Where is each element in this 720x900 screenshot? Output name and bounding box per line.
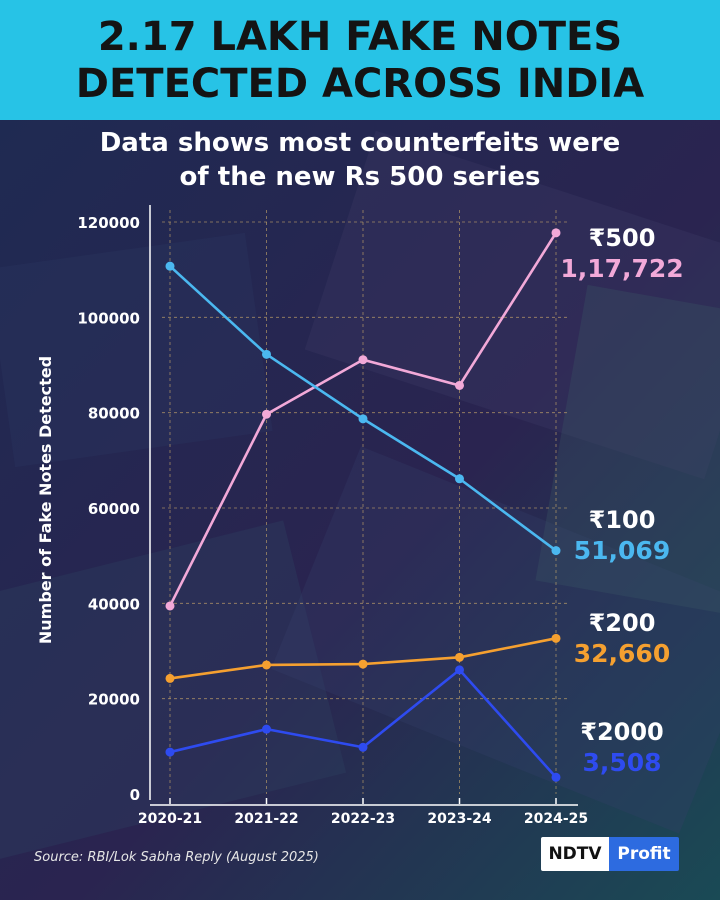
- data-point-rs2000: [358, 742, 368, 752]
- series-end-value-rs500: 1,17,722: [560, 254, 683, 283]
- data-point-rs100: [262, 349, 271, 359]
- data-point-rs500: [551, 228, 561, 238]
- series-name-rs2000: ₹2000: [580, 718, 664, 746]
- data-point-rs200: [358, 659, 368, 669]
- series-end-value-rs200: 32,660: [574, 639, 670, 668]
- data-point-rs500: [262, 409, 271, 419]
- data-point-rs2000: [455, 665, 464, 675]
- ndtv-profit-logo: NDTV Profit: [541, 837, 679, 871]
- logo-profit: Profit: [609, 837, 679, 871]
- y-axis-title: Number of Fake Notes Detected: [36, 356, 55, 644]
- source-note: Source: RBI/Lok Sabha Reply (August 2025…: [34, 850, 319, 865]
- series-name-rs200: ₹200: [589, 609, 656, 637]
- data-point-rs200: [551, 633, 561, 643]
- line-chart: 0 20000 40000 60000 80000 100000 120000 2020-21…: [36, 205, 684, 827]
- y-tick-label: 20000: [88, 691, 140, 709]
- data-point-rs500: [165, 601, 175, 611]
- y-tick-label: 0: [130, 786, 140, 804]
- headline: 2.17 LAKH FAKE NOTES DETECTED ACROSS IND…: [0, 14, 720, 108]
- data-point-rs500: [455, 380, 464, 390]
- y-tick-label: 60000: [88, 500, 140, 518]
- data-point-rs100: [455, 474, 464, 484]
- series-name-rs500: ₹500: [589, 224, 656, 252]
- subheadline-line-2: of the new Rs 500 series: [179, 162, 541, 192]
- data-point-rs200: [165, 673, 175, 683]
- series-end-value-rs2000: 3,508: [582, 748, 661, 777]
- y-tick-label: 100000: [77, 309, 140, 327]
- subheadline-line-1: Data shows most counterfeits were: [99, 128, 621, 158]
- headline-line-2: DETECTED ACROSS INDIA: [75, 61, 645, 107]
- data-point-rs2000: [262, 724, 271, 734]
- series-end-value-rs100: 51,069: [574, 536, 670, 565]
- data-point-rs500: [358, 355, 368, 365]
- data-point-rs200: [262, 660, 271, 670]
- data-point-rs2000: [165, 747, 175, 757]
- logo-ndtv: NDTV: [541, 837, 609, 871]
- data-point-rs100: [165, 261, 175, 271]
- y-tick-label: 80000: [88, 405, 140, 423]
- subheadline: Data shows most counterfeits were of the…: [0, 126, 720, 194]
- x-tick-label: 2020-21: [138, 811, 202, 827]
- y-tick-label: 40000: [88, 595, 140, 613]
- x-tick-label: 2021-22: [234, 811, 298, 827]
- x-tick-label: 2022-23: [331, 811, 395, 827]
- headline-line-1: 2.17 LAKH FAKE NOTES: [97, 14, 623, 60]
- data-point-rs100: [358, 414, 368, 424]
- y-tick-label: 120000: [77, 214, 140, 232]
- x-tick-label: 2024-25: [524, 811, 588, 827]
- data-point-rs100: [551, 546, 561, 556]
- data-point-rs2000: [551, 772, 561, 782]
- x-tick-label: 2023-24: [427, 811, 492, 827]
- title-banner: 2.17 LAKH FAKE NOTES DETECTED ACROSS IND…: [0, 0, 720, 120]
- series-name-rs100: ₹100: [589, 506, 656, 534]
- data-point-rs200: [455, 652, 464, 662]
